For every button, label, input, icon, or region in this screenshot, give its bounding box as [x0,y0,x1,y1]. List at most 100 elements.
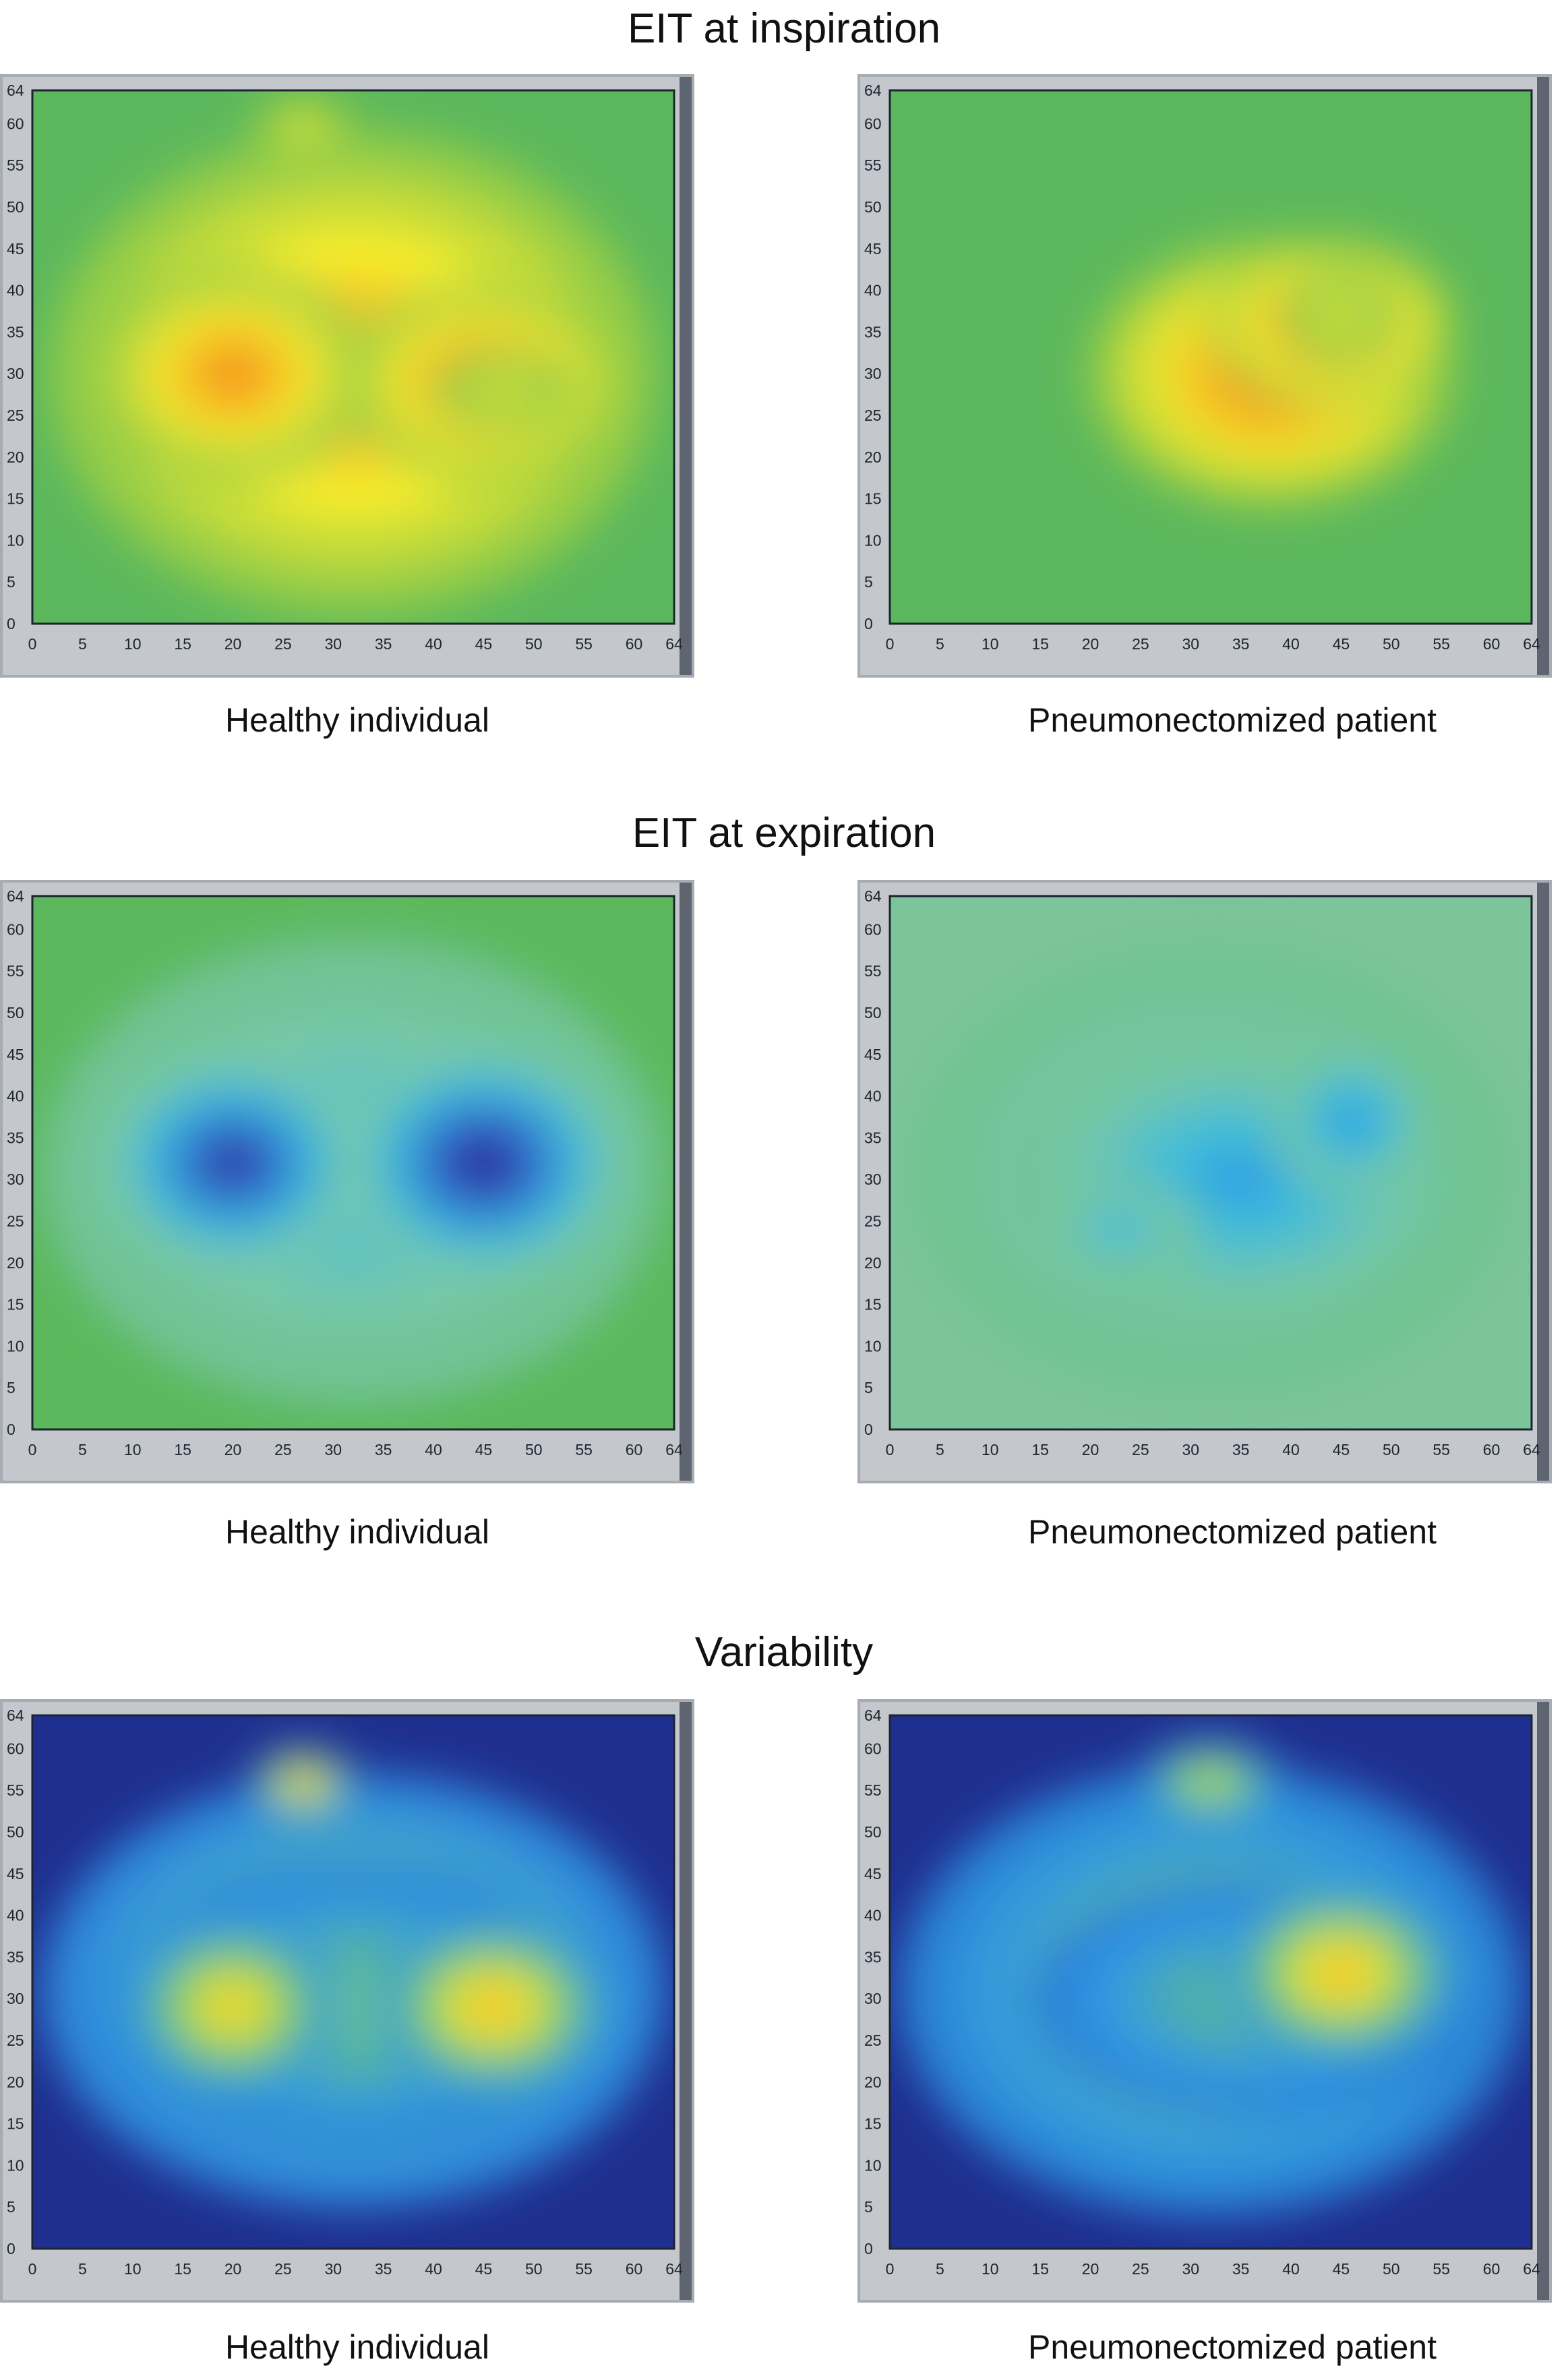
y-tick-label: 50 [864,1823,882,1841]
x-tick-label: 40 [1282,2260,1300,2278]
y-tick-label: 25 [7,407,24,424]
y-tick-label: 0 [864,2240,873,2257]
y-tick-label: 55 [7,962,24,980]
x-tick-label: 0 [886,2260,895,2278]
y-tick-label: 64 [7,1707,24,1724]
y-tick-label: 45 [864,1046,882,1063]
y-tick-label: 60 [864,920,882,938]
x-tick-label: 5 [936,1441,944,1458]
y-tick-label: 40 [7,1088,24,1105]
heatmap-region [455,1139,512,1187]
x-tick-label: 5 [78,1441,87,1458]
panel-caption: Healthy individual [225,701,489,739]
y-tick-label: 15 [864,1296,882,1313]
x-tick-label: 10 [124,1441,142,1458]
y-tick-label: 64 [7,887,24,905]
x-tick-label: 10 [982,635,999,653]
x-tick-label: 35 [375,1441,392,1458]
x-tick-label: 0 [28,1441,37,1458]
x-tick-label: 45 [475,1441,493,1458]
eit-panel: 0 5 10 15 20 25 30 35 40 45 50 55 60 64 0 5 10 15 20 25 30 35… [0,1699,694,2303]
y-tick-label: 50 [864,1004,882,1022]
x-tick-label: 20 [1082,635,1099,653]
x-tick-label: 35 [375,635,392,653]
eit-heatmap-chart: 0 5 10 15 20 25 30 35 40 45 50 55 60 64 0 5 10 15 20 25 30 35… [857,74,1552,678]
y-tick-label: 60 [7,1740,24,1757]
x-tick-label: 60 [626,635,643,653]
eit-heatmap-chart: 0 5 10 15 20 25 30 35 40 45 50 55 60 64 0 5 10 15 20 25 30 35… [0,880,694,1483]
heatmap-region [293,119,313,129]
y-tick-label: 25 [864,407,882,424]
y-tick-label: 20 [7,1254,24,1272]
eit-panel: 0 5 10 15 20 25 30 35 40 45 50 55 60 64 0 5 10 15 20 25 30 35… [857,880,1552,1483]
y-tick-label: 35 [864,1948,882,1965]
x-tick-label: 25 [274,1441,292,1458]
x-tick-label: 45 [1333,2260,1350,2278]
panel-caption: Pneumonectomized patient [1028,2328,1437,2366]
y-tick-label: 40 [864,1088,882,1105]
x-tick-label: 25 [1132,1441,1149,1458]
panel-right-edge [680,883,692,1481]
y-tick-label: 60 [7,115,24,132]
y-tick-label: 45 [7,1865,24,1883]
y-tick-label: 5 [7,573,16,591]
x-tick-label: 25 [274,635,292,653]
y-tick-label: 0 [864,615,873,632]
y-tick-label: 40 [864,282,882,299]
x-tick-label: 40 [425,635,442,653]
plot-border [888,1714,1533,2250]
y-tick-label: 30 [7,1990,24,2007]
heatmap-region [1197,1151,1286,1208]
x-tick-label: 45 [1333,1441,1350,1458]
y-tick-label: 45 [7,1046,24,1063]
plot-border [31,89,675,625]
y-tick-label: 25 [7,2032,24,2049]
y-tick-label: 45 [7,240,24,258]
y-tick-label: 60 [864,115,882,132]
panel-caption: Pneumonectomized patient [1028,1513,1437,1551]
panel-right-edge [1537,1702,1549,2300]
y-tick-label: 45 [864,1865,882,1883]
x-tick-label: 15 [1031,1441,1049,1458]
y-tick-label: 60 [7,920,24,938]
y-tick-label: 50 [7,198,24,216]
x-tick-label: 40 [425,2260,442,2278]
heatmap-region [1104,1219,1137,1240]
x-tick-label: 45 [475,635,493,653]
x-tick-label: 15 [1031,635,1049,653]
x-tick-label: 15 [174,635,191,653]
panel-caption: Healthy individual [225,2328,489,2366]
heatmap-region [1329,305,1354,326]
y-tick-label: 40 [7,282,24,299]
x-tick-label: 5 [936,2260,944,2278]
x-tick-label: 50 [1383,635,1400,653]
panel-right-edge [1537,883,1549,1481]
y-tick-label: 10 [864,531,882,549]
x-tick-label: 55 [575,635,593,653]
heatmap-region [1197,1773,1225,1791]
y-tick-label: 55 [864,156,882,174]
y-tick-label: 5 [864,573,873,591]
heatmap-region [204,352,262,396]
y-tick-label: 55 [7,156,24,174]
y-tick-label: 5 [7,1379,16,1396]
x-tick-label: 20 [1082,2260,1099,2278]
x-tick-label: 20 [224,1441,242,1458]
heatmap-region [469,1988,518,2025]
x-tick-label: 30 [1182,635,1199,653]
y-tick-label: 45 [864,240,882,258]
y-tick-label: 25 [864,2032,882,2049]
y-tick-label: 15 [7,2115,24,2133]
x-tick-label: 50 [525,1441,543,1458]
y-tick-label: 30 [864,1171,882,1188]
y-tick-label: 20 [7,2073,24,2091]
x-tick-label: 35 [1232,1441,1250,1458]
y-tick-label: 0 [864,1421,873,1438]
panel-right-edge [680,1702,692,2300]
y-tick-label: 35 [7,323,24,341]
x-tick-label: 60 [626,2260,643,2278]
x-tick-label: 50 [1383,1441,1400,1458]
y-tick-label: 60 [864,1740,882,1757]
y-tick-label: 55 [864,1781,882,1799]
x-tick-label: 30 [324,635,342,653]
